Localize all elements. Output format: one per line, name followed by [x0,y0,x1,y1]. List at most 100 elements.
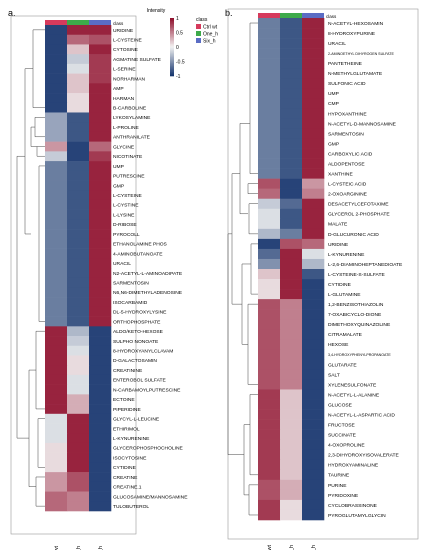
panel-a-cell [89,326,112,337]
legend-class-swatch [196,38,201,43]
panel-b-cell [258,258,281,270]
panel-a-cell [67,452,90,463]
panel-b-cell [280,248,303,260]
panel-a-row-label: ISOCARBAMID [113,300,148,306]
panel-b-cell [302,299,325,310]
panel-a-row-label: URACIL [113,261,131,267]
panel-a-panel-letter: a. [8,8,16,18]
panel-b-row-label: HYDROXYAMINALINE [328,463,379,469]
panel-a-cell [45,44,68,55]
legend-color-step [170,33,174,36]
panel-a-cell [45,190,68,201]
panel-b-cell [280,469,303,481]
panel-b-cell [258,449,281,461]
panel-b-cell [302,208,325,220]
panel-a-cell [67,462,90,473]
panel-b-dendro-branch [231,173,242,305]
panel-a-cell [89,102,112,113]
panel-a-cell [89,151,112,162]
legend-color-step [170,68,174,71]
panel-a-cell [67,423,90,434]
panel-b-cell [302,389,325,400]
panel-a-cell [67,433,90,444]
panel-b-cell [280,419,303,430]
panel-b-cell [258,158,281,169]
panel-b-row-label: GLUCOSE [328,402,353,408]
panel-b-cell [280,479,303,491]
panel-b-cell [280,499,303,511]
panel-b-cell [302,168,325,179]
panel-b-cell [258,168,281,179]
panel-a-cell [67,219,90,230]
panel-b-row-label: GLUTARATE [328,362,357,368]
panel-b-row-label: SALT [328,372,340,378]
panel-a-dendro-branch [34,117,45,138]
panel-a-column-label: Ctrl wt [54,546,60,550]
panel-b-row-label: N-ACETYL-D-MANNOSAMINE [328,121,397,127]
panel-a-row-label: ORTHOPHOSPHATE [113,319,161,325]
panel-b-row-label: 8-HYDROXYPURINE [328,31,376,37]
legend-color-step [170,28,174,30]
panel-b-cell [302,289,325,300]
panel-a-cell [89,141,112,152]
panel-b-cell [302,349,325,360]
panel-a-cell [45,472,68,483]
panel-a-cell [67,442,90,453]
panel-a-row-label: HARMAN [113,96,135,102]
legend-class-title: class [196,17,208,23]
panel-a-cell [45,141,68,152]
panel-a-cell [89,452,112,463]
panel-b-class-label: class [326,14,337,19]
panel-b-row-label: XANTHINE [328,172,353,178]
panel-b-cell [280,78,303,89]
panel-a-row-label: AMP [113,86,124,92]
panel-a-dendro-branch [35,476,45,507]
legend-color-step [170,31,174,33]
panel-b-cell [302,18,325,29]
panel-a-class-bar-3 [89,20,111,25]
panel-a-cell [45,238,68,249]
panel-b-cell [280,299,303,310]
panel-b-dendro-branch [247,183,258,194]
panel-b-cell [302,58,325,69]
panel-b-cell [302,439,325,451]
panel-a-row-label: L-PROLINE [113,125,140,131]
panel-a-cell [89,229,112,240]
panel-a-dendro-branch [30,126,37,147]
panel-a-cell [45,345,68,356]
legend-color-step [170,26,174,29]
panel-a-cell [89,472,112,483]
panel-b-cell [302,258,325,270]
panel-a-cell [67,491,90,502]
panel-a-cell [67,384,90,395]
panel-b-cell [280,379,303,390]
panel-b-cell [302,489,325,501]
panel-a-row-label: CREATINE [113,475,138,481]
panel-a-dendro-branch [36,146,45,157]
panel-b-dendro-branch [249,22,258,174]
panel-a-cell [89,384,112,395]
panel-a-cell [45,287,68,298]
panel-b-cell [302,188,325,200]
legend-color-step [170,49,174,52]
legend-color-step [170,42,174,45]
panel-a-row-label: L-CYSTINE [113,203,139,209]
panel-a-cell [45,316,68,327]
panel-a-cell [45,258,68,269]
panel-b-row-label: 2-OXOARGININE [328,192,368,198]
panel-a-cell [45,268,68,279]
panel-b-cell [302,28,325,39]
panel-b-column-label: Ctrl wt [267,545,273,550]
panel-b-dendro-branch [239,123,250,215]
panel-b-cell [302,359,325,370]
panel-a-cell [67,258,90,269]
legend-color-step [170,55,174,58]
panel-b-cell [280,339,303,350]
panel-b-cell [258,309,281,320]
panel-a-cell [67,287,90,298]
panel-b-cell [280,329,303,340]
panel-b-cell [280,148,303,159]
panel-a-cell [89,355,112,366]
panel-a-cell [89,258,112,269]
panel-b-row-label: FRUCTOSE [328,423,356,429]
